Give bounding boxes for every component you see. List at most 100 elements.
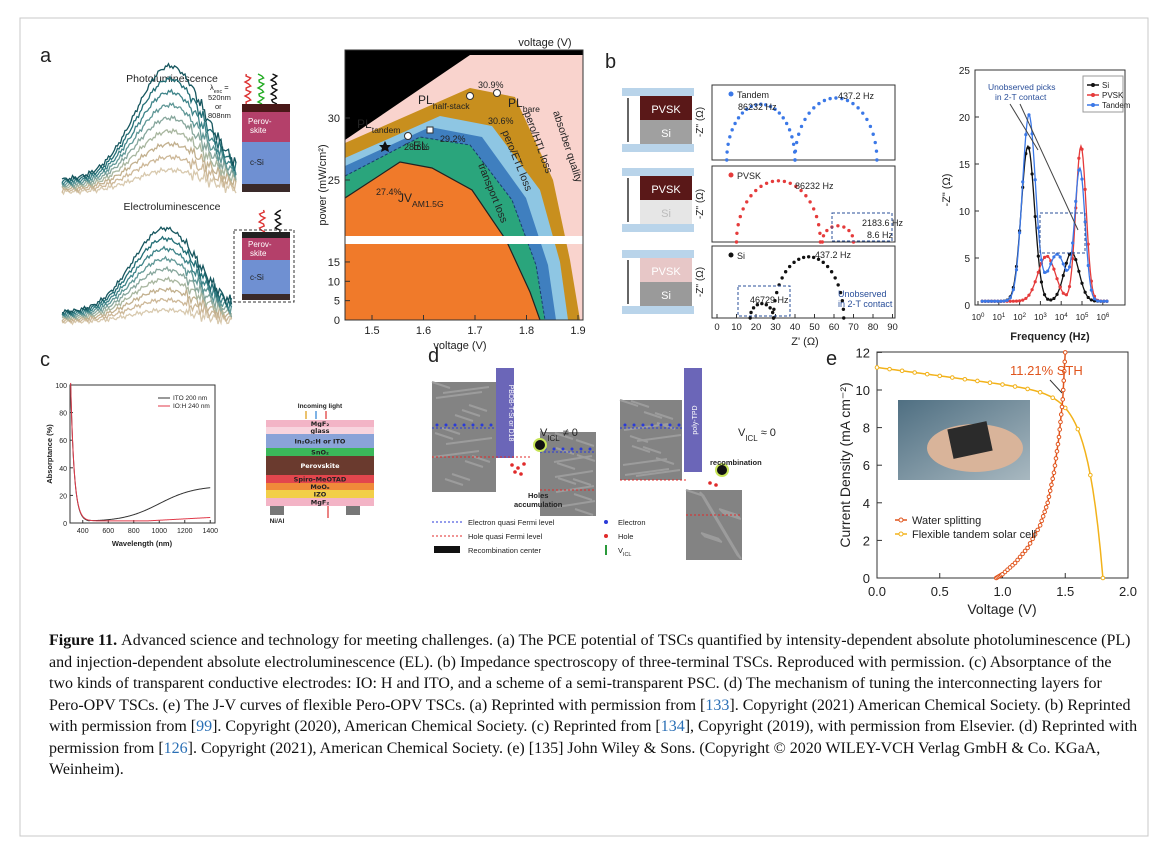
bode-dot (1021, 298, 1025, 302)
hole (519, 472, 523, 476)
figure-border (19, 17, 1149, 837)
panel-label: b (605, 51, 616, 73)
data-dot (797, 257, 801, 261)
bode-dot (1092, 297, 1097, 301)
data-dot (764, 103, 768, 107)
legend-label: Tandem (737, 90, 769, 100)
marker (466, 92, 474, 100)
stack-label: SnO₂ (311, 448, 329, 456)
layer-si (640, 282, 692, 306)
sem-texture (574, 508, 594, 516)
sem-texture (454, 414, 474, 422)
data-dot (840, 299, 845, 303)
bode-dot (1033, 214, 1037, 219)
marker (426, 126, 434, 134)
layer-pvsk (640, 258, 692, 282)
voltage-label-part: ICL (745, 434, 758, 443)
annotation-part: bare (523, 104, 540, 114)
contact (270, 506, 284, 515)
sem-texture (557, 477, 577, 485)
note: recombination (710, 458, 762, 467)
light-wave (269, 73, 279, 105)
ws-marker (1059, 404, 1065, 410)
sem-texture (468, 404, 488, 412)
sem-texture (444, 478, 464, 486)
marker (493, 89, 501, 97)
bode-dot (1036, 254, 1040, 258)
annotation: 11.21% STH (1010, 363, 1083, 378)
sem-texture (432, 450, 480, 458)
bode-dot (1027, 293, 1031, 297)
sem-texture (718, 508, 738, 516)
layer-si (640, 120, 692, 144)
electron (579, 447, 583, 451)
layer-contact (622, 224, 694, 232)
efficiency: 29.2% (440, 134, 466, 144)
x-tick-label: 80 (868, 322, 879, 333)
bode-dot (1002, 299, 1006, 303)
jv-marker (1050, 395, 1055, 400)
bode-dot (1046, 269, 1050, 273)
x-tick-label: 400 (77, 528, 89, 535)
pl-spectrum (61, 140, 237, 193)
ws-marker (1062, 350, 1068, 355)
x-tick-label-part: 10 (1034, 312, 1044, 322)
data-dot (775, 290, 779, 295)
stack-layer (266, 475, 374, 483)
bode-dot (986, 299, 991, 303)
data-dot (776, 179, 781, 183)
sem-texture (643, 411, 663, 419)
y-tick-label: 20 (959, 113, 971, 124)
data-dot (768, 104, 773, 109)
x-tick-label: 20 (751, 322, 762, 333)
ws-marker (1017, 554, 1023, 560)
x-tick-label: 105 (1076, 312, 1089, 323)
photo-device (947, 421, 993, 459)
x-tick-label-part: 10 (992, 312, 1002, 322)
layer-pvsk (640, 176, 692, 200)
axis-break (345, 236, 583, 244)
x-tick-label: 1.8 (519, 325, 534, 337)
x-tick-label: 1000 (151, 528, 167, 535)
legend-label: Electron (618, 518, 646, 527)
excitation-part: λ (210, 83, 214, 92)
x-tick-label-part: 10 (1076, 312, 1086, 322)
bode-dot (1064, 268, 1068, 272)
data-dot (806, 255, 811, 259)
sem-texture (434, 432, 454, 440)
data-dot (754, 103, 758, 107)
bode-dot (1083, 290, 1087, 294)
x-tick-label: 0 (714, 322, 719, 333)
caption-ref: 99 (196, 718, 213, 735)
data-dot (751, 306, 756, 310)
jv-marker (924, 371, 930, 377)
y-tick-label: 25 (328, 175, 340, 187)
bode-dot (1064, 261, 1068, 265)
electron (480, 423, 484, 427)
electron (489, 423, 493, 427)
layer-contact (622, 168, 694, 176)
data-dot (807, 111, 811, 115)
x-title: Z' (Ω) (791, 336, 818, 348)
data-dot (868, 124, 873, 129)
data-dot (875, 158, 879, 162)
ws-marker (1012, 560, 1018, 566)
data-dot (728, 135, 732, 139)
layer-label: PVSK (651, 184, 681, 196)
legend-dot (728, 91, 734, 97)
panel-label: d (428, 345, 439, 367)
data-dot (760, 301, 764, 306)
data-dot (829, 270, 834, 274)
bode-dot (1058, 285, 1062, 289)
sem-texture (539, 431, 559, 439)
efficiency: 30.9% (478, 80, 504, 90)
electron (453, 423, 457, 427)
panel-label: c (40, 349, 50, 371)
x-tick-label: 2.0 (1119, 584, 1137, 599)
ws-marker (1055, 441, 1061, 447)
ws-marker (1039, 518, 1044, 524)
legend-label: PVSK (737, 171, 761, 181)
arrow (1019, 103, 1079, 231)
x-tick-label: 50 (809, 322, 820, 333)
